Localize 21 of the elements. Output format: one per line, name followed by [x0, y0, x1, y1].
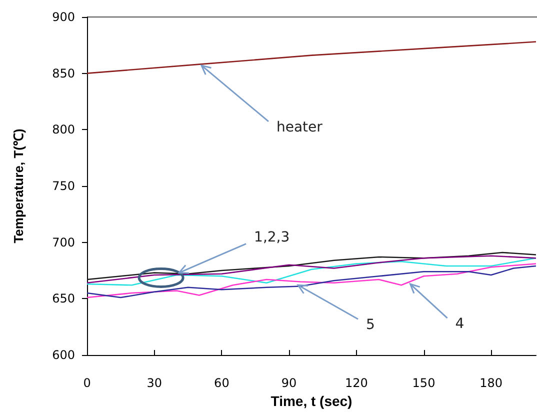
x-tick-label: 150 [412, 376, 436, 390]
annotation: heater [276, 119, 323, 136]
y-axis-title: Temperature, T(℃) [11, 128, 26, 244]
annotation: 5 [366, 316, 375, 333]
y-tick-label: 800 [52, 122, 75, 137]
y-tick-label: 900 [52, 10, 75, 24]
y-tick-label: 700 [52, 235, 75, 250]
x-tick-label: 0 [83, 376, 91, 390]
x-tick-label: 90 [281, 376, 297, 390]
y-tick-label: 750 [52, 179, 75, 193]
y-tick-label: 600 [52, 348, 75, 362]
y-tick-label: 850 [52, 66, 75, 80]
y-tick-label: 650 [52, 292, 75, 306]
x-tick-label: 180 [480, 376, 503, 390]
x-tick-label: 30 [146, 376, 162, 390]
x-tick-label: 60 [214, 376, 230, 390]
annotation: 4 [455, 316, 464, 332]
annotation: 1,2,3 [254, 230, 290, 246]
x-axis-title: Time, t (sec) [270, 392, 352, 409]
line-series [86, 41, 537, 74]
x-tick-label: 120 [344, 376, 368, 390]
